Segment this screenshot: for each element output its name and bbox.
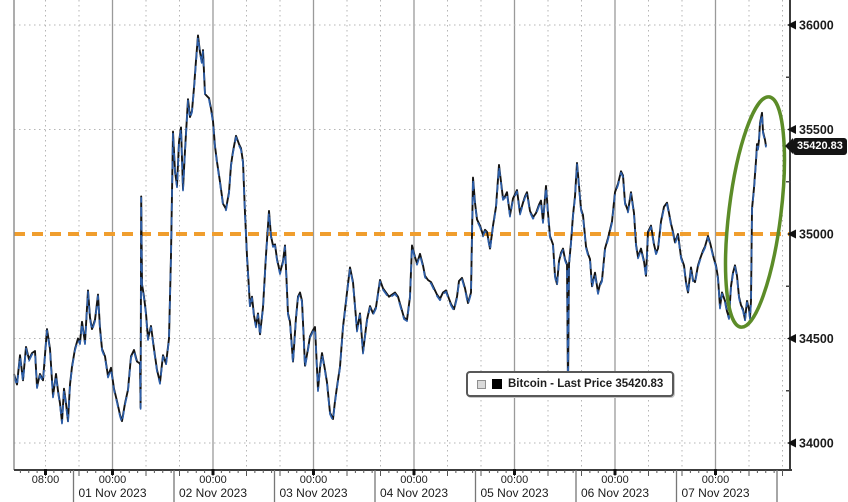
y-tick-arrow-icon: [787, 20, 796, 30]
price-tag-arrow-icon: [785, 138, 793, 154]
legend-key-icon: [477, 379, 486, 389]
x-major-tick: [211, 469, 215, 475]
y-tick-arrow-icon: [787, 438, 796, 448]
x-date-label: 06 Nov 2023: [581, 486, 649, 500]
y-tick-arrow-icon: [787, 229, 796, 239]
x-time-label: 00:00: [300, 474, 328, 486]
x-major-tick: [613, 469, 617, 475]
x-time-label: 00:00: [601, 474, 629, 486]
x-date-label: 04 Nov 2023: [380, 486, 448, 500]
price-series-blue: [13, 36, 767, 425]
x-date-label: 03 Nov 2023: [279, 486, 347, 500]
legend-label: Bitcoin - Last Price 35420.83: [508, 378, 664, 390]
x-date-label: 07 Nov 2023: [681, 486, 749, 500]
y-axis-label: 34000: [799, 437, 834, 451]
x-major-tick: [714, 469, 717, 475]
last-price-tag: 35420.83: [793, 138, 847, 155]
x-date-label: 05 Nov 2023: [480, 486, 548, 500]
x-date-label: 02 Nov 2023: [179, 486, 247, 500]
x-major-tick: [312, 469, 315, 475]
y-axis-label: 36000: [799, 19, 834, 33]
legend-box[interactable]: Bitcoin - Last Price 35420.83: [466, 371, 675, 397]
x-date-label: 01 Nov 2023: [78, 486, 146, 500]
x-time-label: 00:00: [702, 474, 730, 486]
x-time-label: 00:00: [400, 474, 428, 486]
x-major-tick: [44, 469, 47, 475]
x-time-label: 08:00: [32, 474, 60, 486]
y-axis-label: 35000: [799, 228, 834, 242]
x-major-tick: [513, 469, 516, 475]
x-time-label: 00:00: [199, 474, 227, 486]
price-series-black: [13, 34, 767, 424]
x-time-label: 00:00: [501, 474, 529, 486]
x-major-tick: [412, 469, 416, 475]
y-axis-label: 34500: [799, 332, 834, 346]
annotation-ellipse: [723, 95, 787, 329]
y-tick-arrow-icon: [787, 334, 796, 343]
y-tick-arrow-icon: [787, 125, 796, 134]
x-time-label: 00:00: [99, 474, 127, 486]
legend-series-swatch-icon: [492, 379, 502, 389]
x-major-tick: [111, 469, 114, 475]
y-axis-label: 35500: [799, 123, 834, 137]
